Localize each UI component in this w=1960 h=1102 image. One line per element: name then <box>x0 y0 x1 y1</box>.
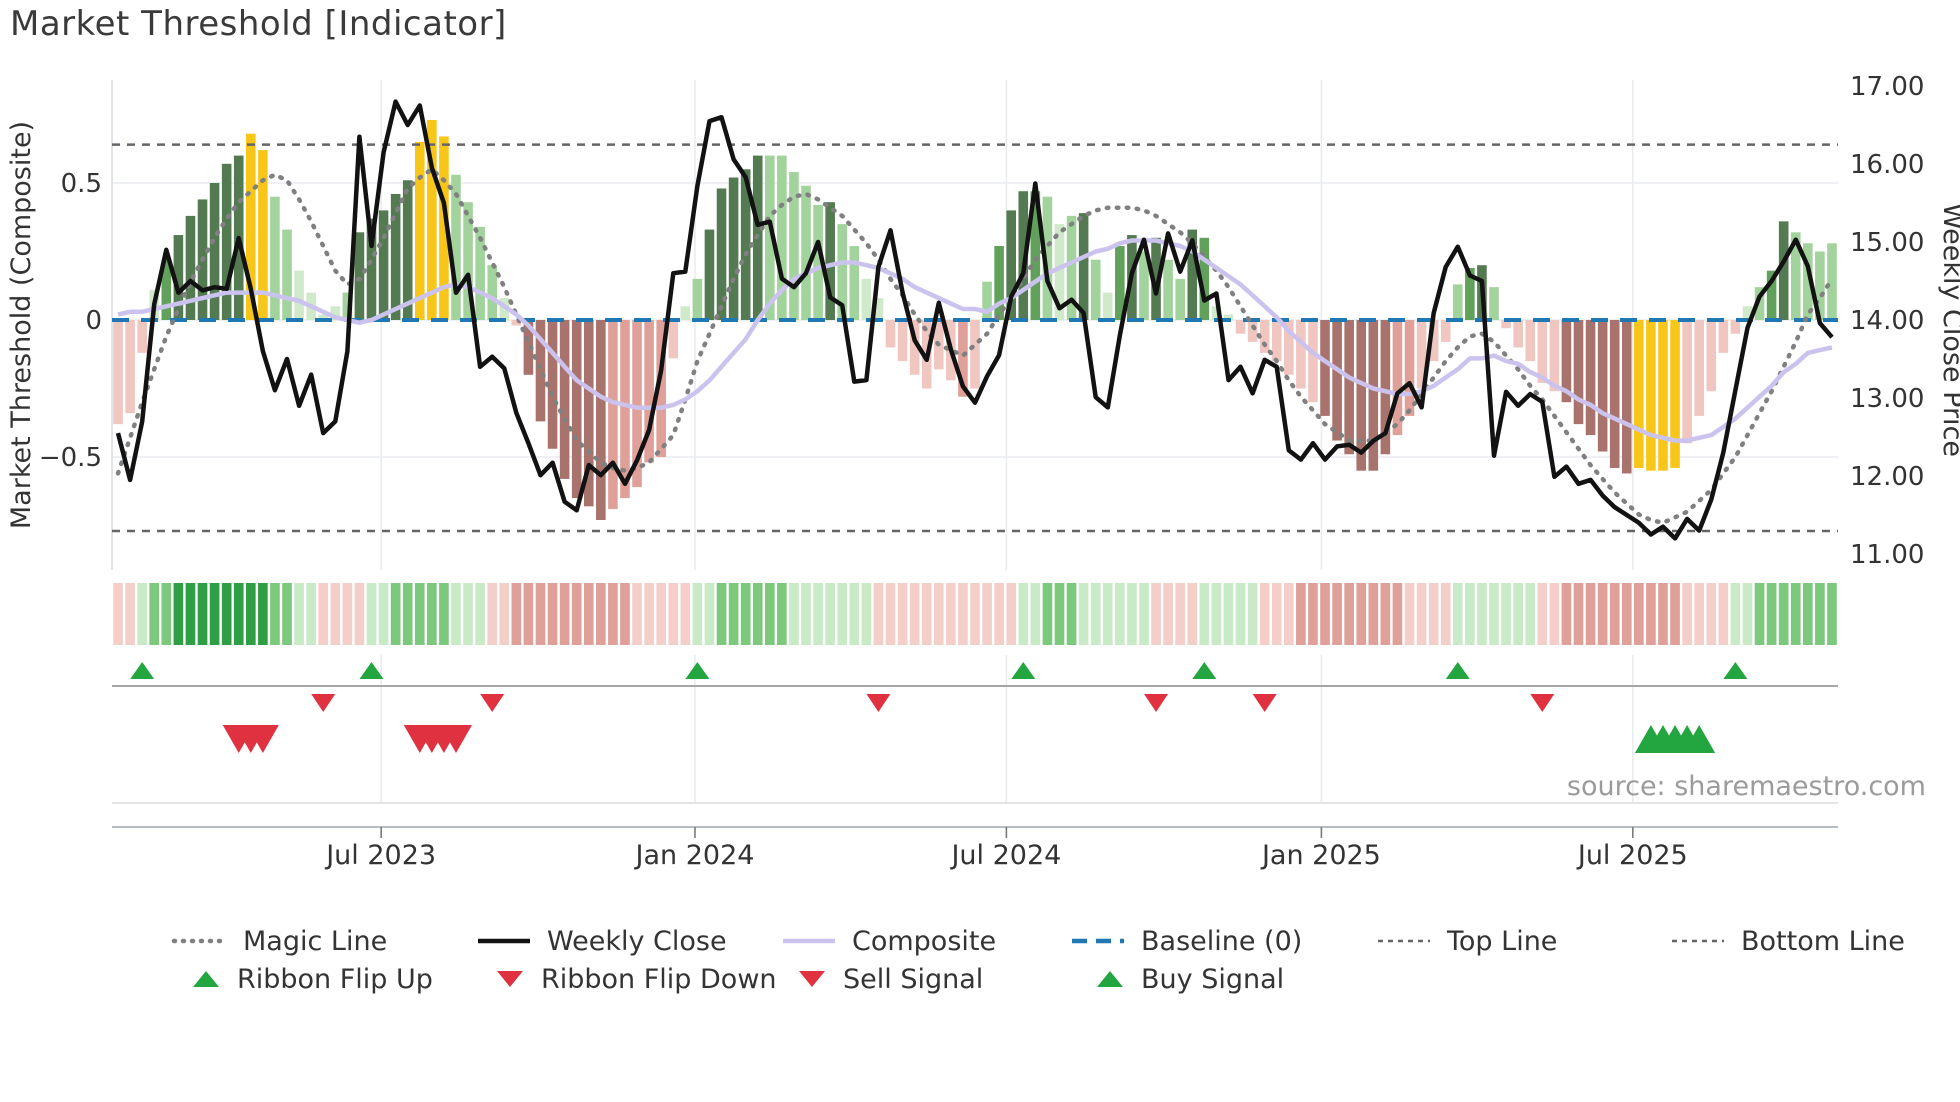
legend-item-bottom-line: Bottom Line <box>1669 925 1905 957</box>
buy-signal-triangle-icon <box>1093 966 1127 992</box>
sell-signal-triangle-icon <box>795 966 829 992</box>
legend-item-magic-line: Magic Line <box>171 925 388 957</box>
threshold-bars <box>113 119 1837 521</box>
top-line-swatch-icon <box>1375 928 1433 954</box>
page-title: Market Threshold [Indicator] <box>10 4 507 44</box>
svg-text:12.00: 12.00 <box>1850 462 1924 492</box>
weekly-close-swatch-icon <box>475 928 533 954</box>
svg-text:13.00: 13.00 <box>1850 384 1924 414</box>
legend-label: Composite <box>852 925 997 957</box>
legend-item-sell-signal: Sell Signal <box>795 963 984 995</box>
svg-text:16.00: 16.00 <box>1850 150 1924 180</box>
baseline-swatch-icon <box>1069 928 1127 954</box>
legend-label: Baseline (0) <box>1141 925 1303 957</box>
legend-label: Buy Signal <box>1141 963 1285 995</box>
trend-ribbon <box>113 583 1837 645</box>
legend-item-ribbon-flip-up: Ribbon Flip Up <box>189 963 433 995</box>
composite-swatch-icon <box>780 928 838 954</box>
svg-text:Weekly Close Price: Weekly Close Price <box>1937 203 1960 457</box>
legend-label: Sell Signal <box>843 963 984 995</box>
svg-text:11.00: 11.00 <box>1850 540 1924 570</box>
svg-text:−0.5: −0.5 <box>39 443 102 473</box>
legend-item-ribbon-flip-down: Ribbon Flip Down <box>493 963 777 995</box>
svg-text:Jul 2024: Jul 2024 <box>949 840 1061 871</box>
svg-text:Jan 2024: Jan 2024 <box>634 840 755 871</box>
svg-text:Jul 2025: Jul 2025 <box>1576 840 1688 871</box>
legend-item-weekly-close: Weekly Close <box>475 925 727 957</box>
svg-text:17.00: 17.00 <box>1850 72 1924 102</box>
svg-text:Jan 2025: Jan 2025 <box>1260 840 1381 871</box>
legend-item-buy-signal: Buy Signal <box>1093 963 1285 995</box>
ribbon-flip-up-triangle-icon <box>189 966 223 992</box>
svg-text:Market Threshold (Composite): Market Threshold (Composite) <box>6 121 37 529</box>
indicator-chart: 0.5 0 −0.5 17.00 16.00 15.00 14.00 13.00 12.00 11… <box>6 72 1960 871</box>
signal-markers <box>130 662 1748 753</box>
legend-item-composite: Composite <box>780 925 997 957</box>
svg-text:Jul 2023: Jul 2023 <box>324 840 436 871</box>
svg-text:14.00: 14.00 <box>1850 306 1924 336</box>
legend-item-top-line: Top Line <box>1375 925 1558 957</box>
legend-label: Weekly Close <box>547 925 727 957</box>
svg-text:0.5: 0.5 <box>61 169 102 199</box>
legend-label: Magic Line <box>243 925 388 957</box>
svg-text:0: 0 <box>85 306 102 336</box>
legend-item-baseline: Baseline (0) <box>1069 925 1303 957</box>
legend-label: Bottom Line <box>1741 925 1905 957</box>
source-note: source: sharemaestro.com <box>1567 771 1926 802</box>
magic-line-swatch-icon <box>171 928 229 954</box>
bottom-line-swatch-icon <box>1669 928 1727 954</box>
legend-label: Ribbon Flip Down <box>541 963 777 995</box>
ribbon-flip-down-triangle-icon <box>493 966 527 992</box>
legend-label: Ribbon Flip Up <box>237 963 433 995</box>
legend-label: Top Line <box>1447 925 1558 957</box>
svg-text:15.00: 15.00 <box>1850 228 1924 258</box>
